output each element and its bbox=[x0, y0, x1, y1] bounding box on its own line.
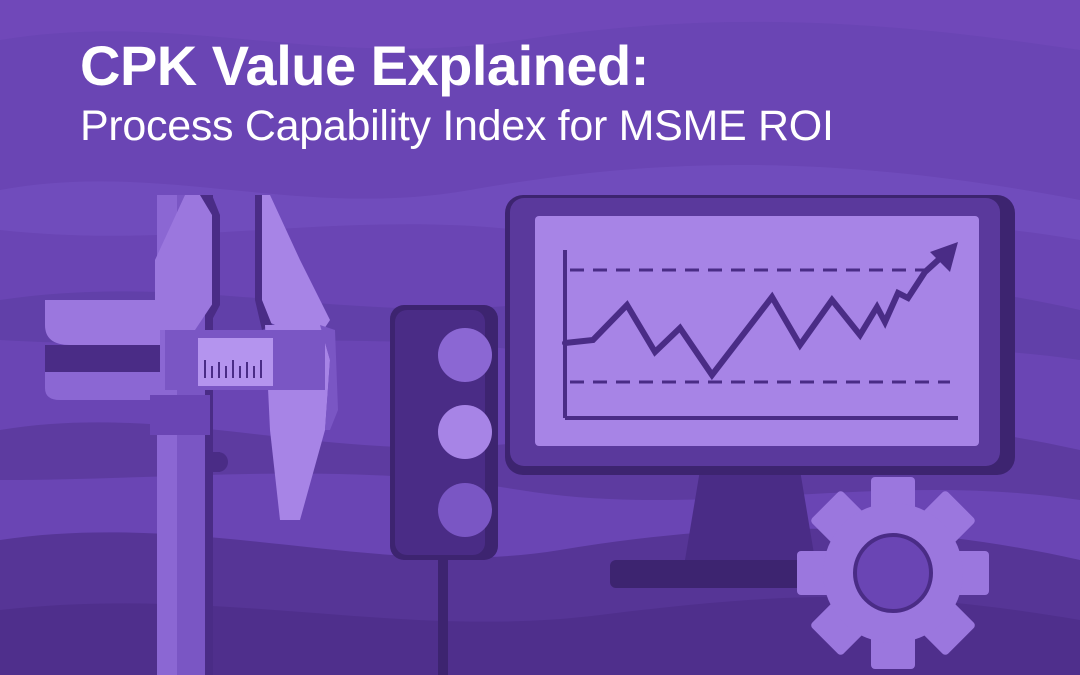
caliper-icon bbox=[45, 195, 338, 675]
traffic-light-icon bbox=[390, 305, 498, 675]
page-title: CPK Value Explained: bbox=[80, 34, 649, 97]
vernier-scale-ticks bbox=[204, 360, 262, 378]
monitor-icon bbox=[505, 195, 1015, 588]
page-subtitle: Process Capability Index for MSME ROI bbox=[80, 102, 834, 150]
gear-icon bbox=[797, 477, 989, 669]
title-block: CPK Value Explained: Process Capability … bbox=[80, 32, 834, 152]
trend-chart-icon bbox=[562, 242, 958, 420]
